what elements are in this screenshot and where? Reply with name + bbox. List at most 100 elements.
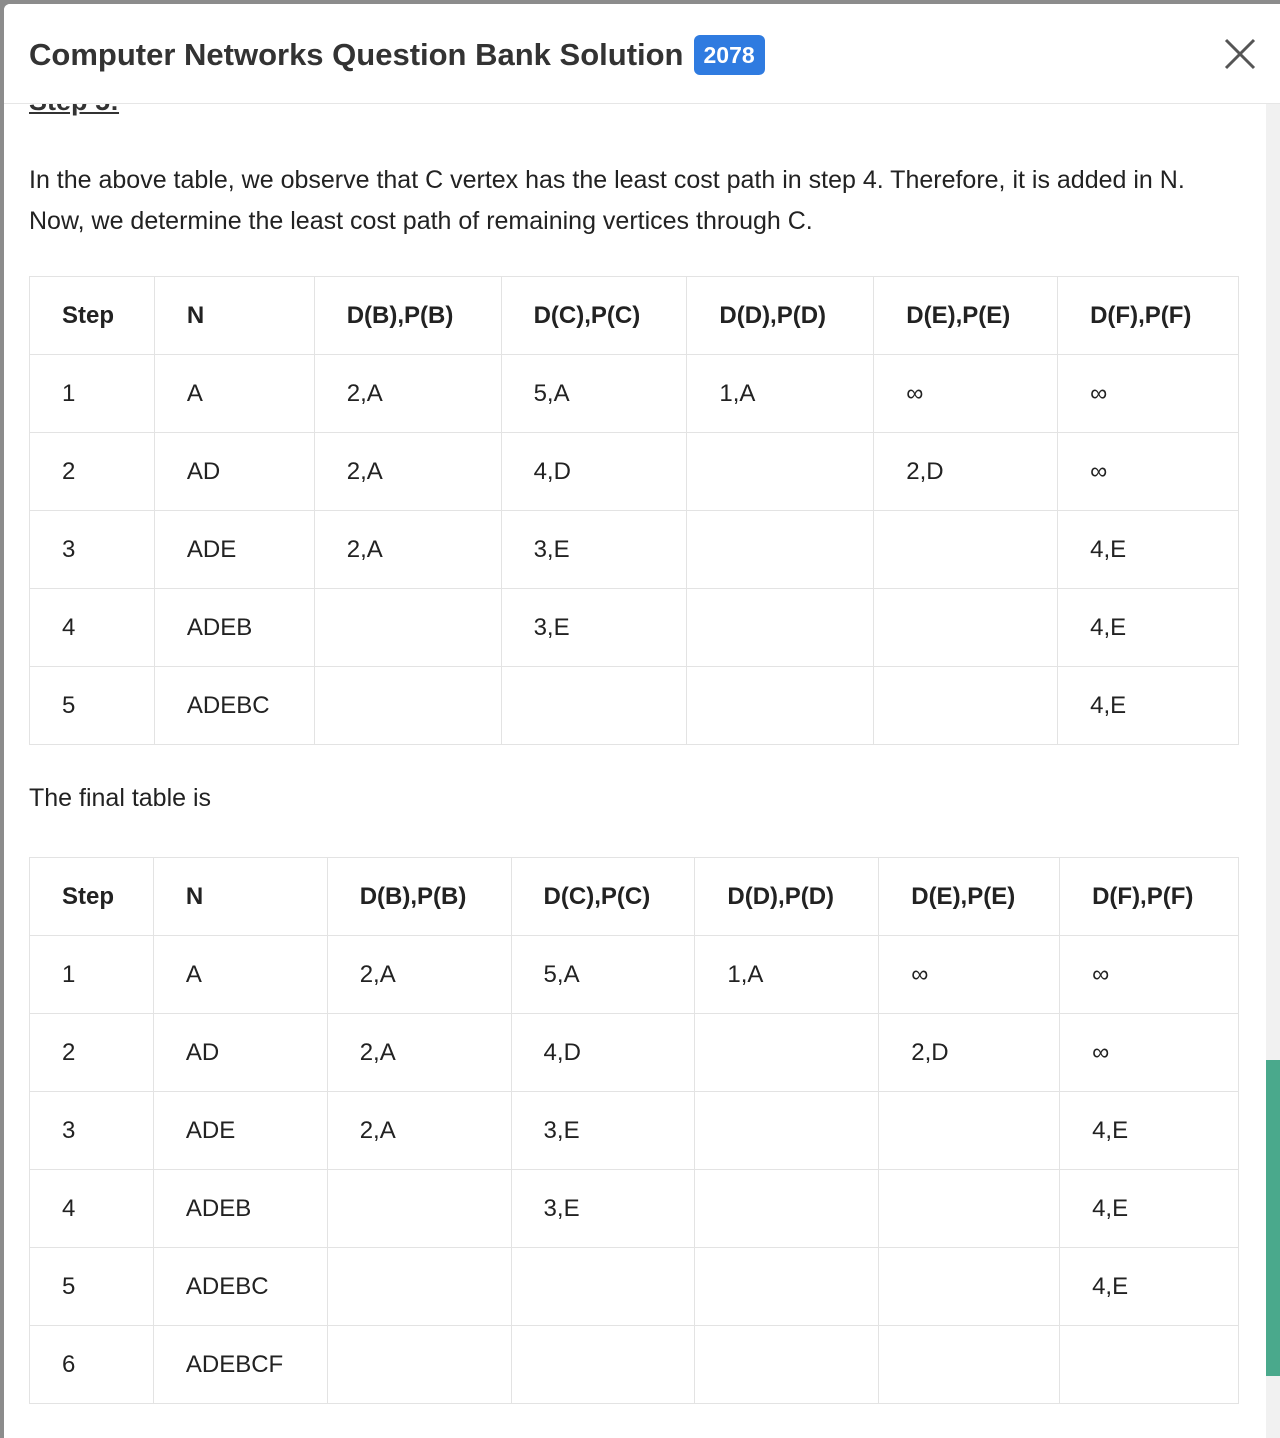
year-badge: 2078 bbox=[693, 35, 765, 75]
column-header: N bbox=[153, 276, 315, 355]
table-cell bbox=[510, 1325, 696, 1404]
table-cell: ∞ bbox=[873, 354, 1059, 433]
table-cell: 1 bbox=[29, 354, 155, 433]
table-cell: 4,D bbox=[510, 1013, 696, 1092]
paragraph-line-2: Now, we determine the least cost path of… bbox=[29, 207, 813, 235]
table-cell: 3,E bbox=[510, 1091, 696, 1170]
table-cell: 4 bbox=[29, 588, 155, 667]
table-cell: 3,E bbox=[500, 510, 688, 589]
table-cell: 2,D bbox=[878, 1013, 1061, 1092]
table-cell: 4,E bbox=[1059, 1091, 1239, 1170]
table-row: 5 ADEBC 4,E bbox=[29, 1247, 1239, 1326]
table-cell: ADEBC bbox=[153, 666, 315, 745]
table-row: 4 ADEB 3,E 4,E bbox=[29, 1169, 1239, 1248]
table-cell bbox=[694, 1169, 880, 1248]
table-cell: ADE bbox=[153, 510, 315, 589]
table-cell: 2,A bbox=[313, 432, 502, 511]
table-cell: ADEB bbox=[153, 588, 315, 667]
table-row: 1 A 2,A 5,A 1,A ∞ ∞ bbox=[29, 935, 1239, 1014]
table-cell: 5 bbox=[29, 1247, 154, 1326]
table-row: 6 ADEBCF bbox=[29, 1325, 1239, 1404]
table-cell bbox=[694, 1013, 880, 1092]
table-cell: AD bbox=[152, 1013, 328, 1092]
table-cell: ∞ bbox=[1059, 1013, 1239, 1092]
table-row: 3 ADE 2,A 3,E 4,E bbox=[29, 1091, 1239, 1170]
modal-body[interactable]: Step 5: In the above table, we observe t… bbox=[4, 104, 1266, 1438]
scrollbar-thumb[interactable] bbox=[1266, 1060, 1280, 1376]
table-cell: ∞ bbox=[878, 935, 1061, 1014]
final-table: Step N D(B),P(B) D(C),P(C) D(D),P(D) D(E),P(E… bbox=[29, 857, 1239, 1404]
table-cell: 2,A bbox=[326, 1091, 512, 1170]
table-cell: ∞ bbox=[1059, 935, 1239, 1014]
table-cell bbox=[313, 666, 502, 745]
column-header: Step bbox=[29, 857, 154, 936]
table-cell: 3,E bbox=[500, 588, 688, 667]
table-cell bbox=[313, 588, 502, 667]
table-cell: 5,A bbox=[500, 354, 688, 433]
table-header-row: Step N D(B),P(B) D(C),P(C) D(D),P(D) D(E),P(E… bbox=[29, 857, 1239, 936]
table-cell: 3 bbox=[29, 1091, 154, 1170]
table-cell bbox=[686, 588, 875, 667]
modal-title: Computer Networks Question Bank Solution… bbox=[29, 35, 765, 75]
column-header: Step bbox=[29, 276, 155, 355]
table-cell: ADEB bbox=[152, 1169, 328, 1248]
table-row: 2 AD 2,A 4,D 2,D ∞ bbox=[29, 432, 1239, 511]
table-cell: 4,E bbox=[1057, 510, 1239, 589]
table-row: 2 AD 2,A 4,D 2,D ∞ bbox=[29, 1013, 1239, 1092]
table-cell bbox=[694, 1247, 880, 1326]
table-row: 5 ADEBC 4,E bbox=[29, 666, 1239, 745]
table-cell bbox=[686, 432, 875, 511]
close-icon bbox=[1224, 38, 1256, 70]
table-cell: A bbox=[153, 354, 315, 433]
table-cell bbox=[694, 1325, 880, 1404]
table-cell: ADEBCF bbox=[152, 1325, 328, 1404]
table-cell bbox=[686, 666, 875, 745]
table-cell: 2,D bbox=[873, 432, 1059, 511]
table-cell bbox=[510, 1247, 696, 1326]
column-header: N bbox=[152, 857, 328, 936]
table-cell bbox=[1059, 1325, 1239, 1404]
column-header: D(B),P(B) bbox=[313, 276, 502, 355]
table-cell: 1,A bbox=[694, 935, 880, 1014]
table-cell: 4,E bbox=[1059, 1169, 1239, 1248]
modal-header: Computer Networks Question Bank Solution… bbox=[4, 4, 1280, 104]
table-cell bbox=[878, 1325, 1061, 1404]
close-button[interactable] bbox=[1222, 36, 1258, 72]
column-header: D(D),P(D) bbox=[694, 857, 880, 936]
table-cell: 1 bbox=[29, 935, 154, 1014]
column-header: D(F),P(F) bbox=[1059, 857, 1239, 936]
table-cell: 5,A bbox=[510, 935, 696, 1014]
table-cell bbox=[326, 1325, 512, 1404]
table-cell: 3,E bbox=[510, 1169, 696, 1248]
table-row: 1 A 2,A 5,A 1,A ∞ ∞ bbox=[29, 354, 1239, 433]
table-cell bbox=[326, 1247, 512, 1326]
table-cell bbox=[326, 1169, 512, 1248]
table-cell: 4,E bbox=[1057, 666, 1239, 745]
table-cell bbox=[686, 510, 875, 589]
table-cell bbox=[694, 1091, 880, 1170]
column-header: D(E),P(E) bbox=[878, 857, 1061, 936]
table-cell: ∞ bbox=[1057, 432, 1239, 511]
table-cell: 1,A bbox=[686, 354, 875, 433]
table-cell: ∞ bbox=[1057, 354, 1239, 433]
table-cell: ADE bbox=[152, 1091, 328, 1170]
table-cell: 4 bbox=[29, 1169, 154, 1248]
column-header: D(C),P(C) bbox=[500, 276, 688, 355]
table-row: 3 ADE 2,A 3,E 4,E bbox=[29, 510, 1239, 589]
table-cell bbox=[873, 588, 1059, 667]
table-row: 4 ADEB 3,E 4,E bbox=[29, 588, 1239, 667]
table-cell: 4,E bbox=[1057, 588, 1239, 667]
step-heading: Step 5: bbox=[29, 104, 119, 117]
column-header: D(C),P(C) bbox=[510, 857, 696, 936]
table-cell bbox=[878, 1169, 1061, 1248]
table-cell bbox=[873, 666, 1059, 745]
column-header: D(D),P(D) bbox=[686, 276, 875, 355]
table-cell: 5 bbox=[29, 666, 155, 745]
explanation-paragraph: In the above table, we observe that C ve… bbox=[29, 160, 1239, 242]
step5-table: Step N D(B),P(B) D(C),P(C) D(D),P(D) D(E),P(E… bbox=[29, 276, 1239, 745]
table-cell: 2,A bbox=[326, 1013, 512, 1092]
modal-title-text: Computer Networks Question Bank Solution bbox=[29, 37, 684, 72]
column-header: D(B),P(B) bbox=[326, 857, 512, 936]
final-table-label: The final table is bbox=[29, 784, 212, 812]
table-cell: AD bbox=[153, 432, 315, 511]
